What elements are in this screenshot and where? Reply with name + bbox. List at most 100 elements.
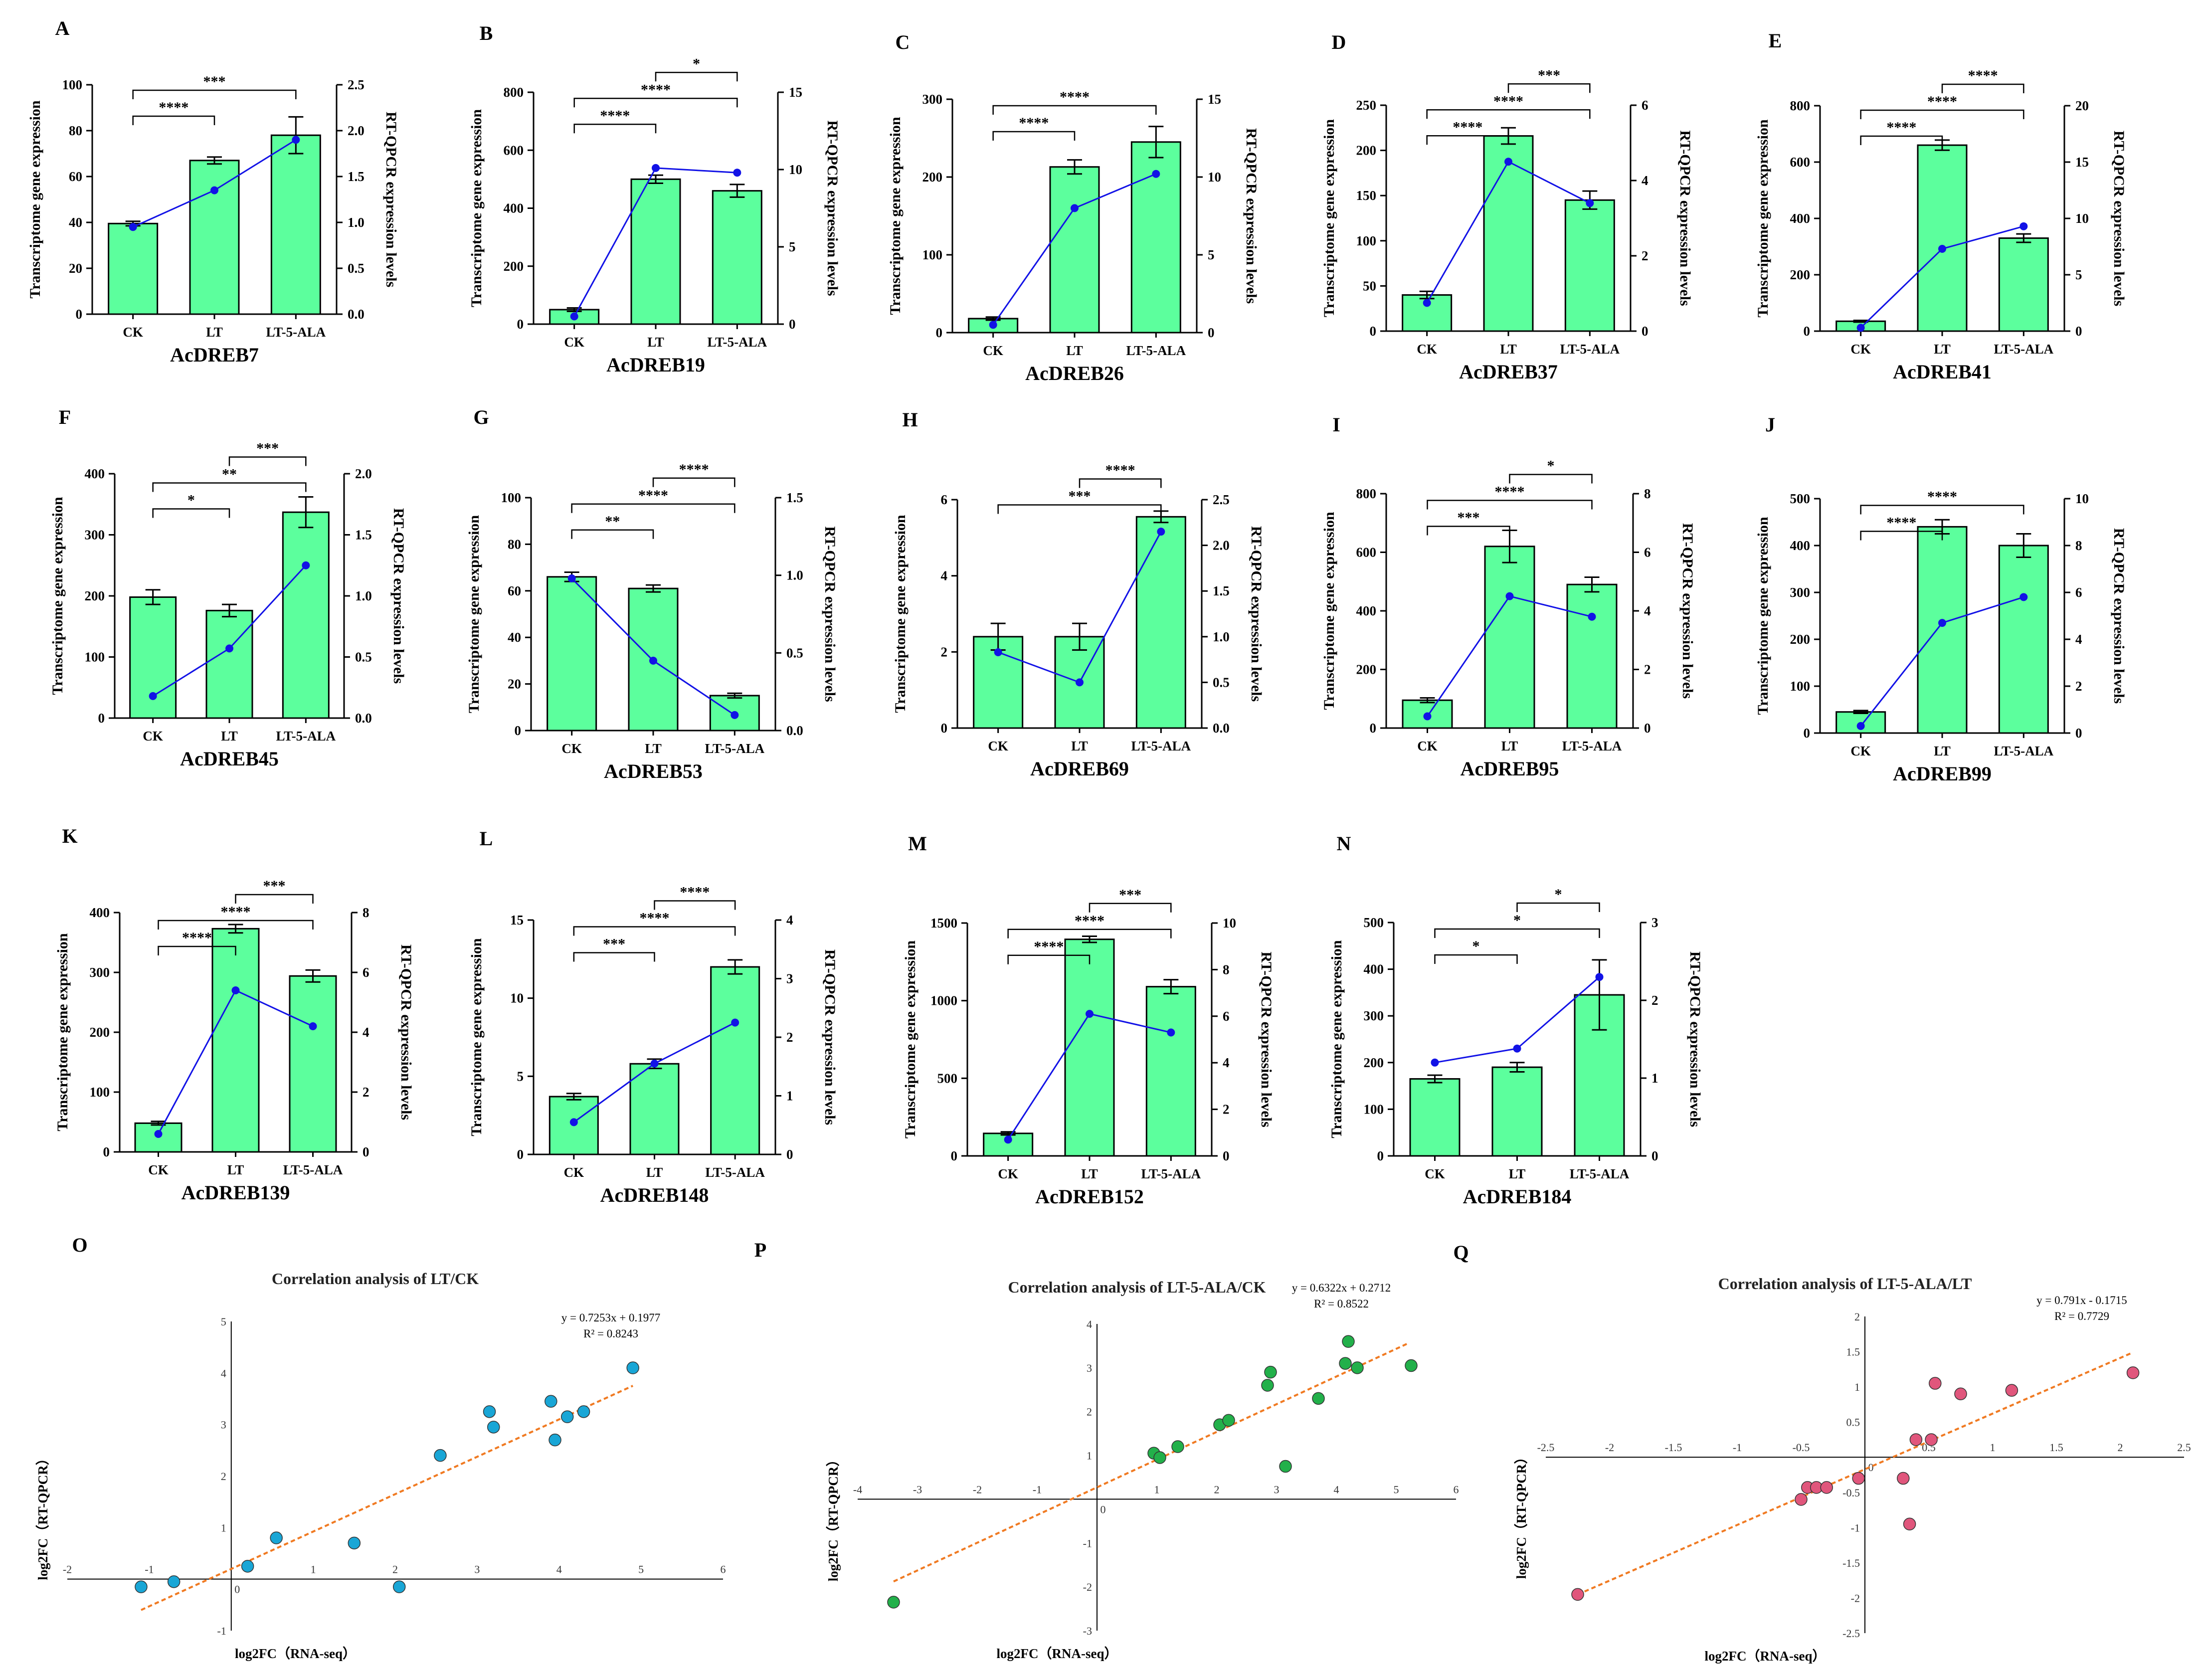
right-tick-label: 2.5 xyxy=(1213,492,1230,507)
significance-label: *** xyxy=(1069,488,1091,505)
bar xyxy=(282,511,330,719)
data-point xyxy=(1903,1517,1916,1531)
category-label: LT-5-ALA xyxy=(708,335,767,350)
r-squared: R² = 0.8522 xyxy=(1314,1298,1369,1310)
significance-bracket xyxy=(1426,135,1509,145)
left-tick-label: 5 xyxy=(517,1069,524,1084)
significance-bracket xyxy=(652,477,735,487)
x-tick-label: 0 xyxy=(1868,1461,1874,1474)
bar-chart-d: D 0 50 100 150 200 250 0 2 4 6 CK LT LT-5-ALAAcDREB37… xyxy=(1321,31,1693,383)
right-axis-title: RT-QPCR expression levels xyxy=(1243,128,1260,304)
qpcr-point xyxy=(1076,678,1084,687)
left-tick-label: 1000 xyxy=(930,993,957,1008)
bar xyxy=(1566,583,1618,729)
left-tick-label: 50 xyxy=(1363,278,1376,293)
right-tick-label: 0 xyxy=(789,317,796,332)
qpcr-point xyxy=(989,321,997,329)
left-axis-title: Transcriptome gene expression xyxy=(466,515,482,713)
scatter-title: Correlation analysis of LT-5-ALA/CK xyxy=(1008,1278,1266,1296)
left-tick-label: 0 xyxy=(98,711,105,726)
left-tick-label: 0 xyxy=(1804,726,1811,741)
panel-letter: M xyxy=(908,832,927,855)
left-tick-label: 0 xyxy=(76,307,83,322)
r-squared: R² = 0.8243 xyxy=(583,1327,638,1340)
data-point xyxy=(577,1405,590,1418)
qpcr-point xyxy=(1167,1028,1175,1037)
category-label: LT xyxy=(1071,739,1088,753)
left-tick-label: 0 xyxy=(951,1148,958,1163)
bar xyxy=(1484,546,1535,729)
qpcr-point xyxy=(154,1130,163,1138)
left-tick-label: 200 xyxy=(85,588,105,603)
category-label: CK xyxy=(1417,739,1438,753)
data-point xyxy=(1339,1357,1352,1370)
qpcr-point xyxy=(1856,324,1865,332)
significance-bracket xyxy=(1089,903,1172,913)
data-point xyxy=(1342,1335,1355,1348)
qpcr-point xyxy=(129,223,137,231)
category-label: CK xyxy=(148,1162,169,1177)
x-tick-label: -4 xyxy=(853,1483,862,1495)
significance-bracket xyxy=(1007,929,1172,938)
right-tick-label: 8 xyxy=(1223,962,1230,977)
category-label: LT-5-ALA xyxy=(1994,342,2054,357)
significance-bracket xyxy=(1941,83,2024,93)
significance-label: *** xyxy=(1119,887,1141,903)
significance-bracket xyxy=(997,504,1162,514)
category-label: CK xyxy=(564,1165,584,1180)
bar xyxy=(710,966,760,1155)
data-point xyxy=(1171,1440,1184,1453)
bar xyxy=(547,576,597,732)
significance-label: * xyxy=(1513,912,1521,929)
left-axis-title: Transcriptome gene expression xyxy=(892,515,909,713)
scatter-title: Correlation analysis of LT/CK xyxy=(272,1270,479,1288)
bar xyxy=(1064,938,1115,1157)
category-label: LT xyxy=(1509,1166,1526,1181)
y-tick-label: -1 xyxy=(1083,1537,1092,1549)
qpcr-point xyxy=(1071,204,1079,212)
right-tick-label: 0 xyxy=(1208,325,1215,340)
scatter-chart-o: O Correlation analysis of LT/CK y = 0.7253… xyxy=(35,1234,726,1661)
right-axis-title: RT-QPCR expression levels xyxy=(390,508,407,684)
left-tick-label: 400 xyxy=(1790,538,1811,553)
x-axis-title: log2FC（RNA-seq） xyxy=(1705,1649,1826,1664)
left-tick-label: 2 xyxy=(941,644,948,659)
right-tick-label: 2.0 xyxy=(348,123,365,138)
right-tick-label: 2.5 xyxy=(348,77,365,92)
right-tick-label: 2 xyxy=(1644,662,1651,677)
gene-name: AcDREB148 xyxy=(600,1184,709,1206)
panel-letter: C xyxy=(896,31,910,53)
gene-name: AcDREB95 xyxy=(1461,757,1559,780)
panel-letter: G xyxy=(473,406,489,428)
trend-line xyxy=(141,1385,634,1611)
category-label: LT-5-ALA xyxy=(1994,744,2054,758)
significance-label: * xyxy=(1555,886,1562,903)
qpcr-point xyxy=(1423,712,1432,721)
data-point xyxy=(348,1536,361,1550)
y-tick-label: 3 xyxy=(221,1419,226,1431)
category-label: CK xyxy=(561,741,582,756)
significance-label: **** xyxy=(221,904,251,920)
right-tick-label: 1.0 xyxy=(1213,629,1230,644)
data-point xyxy=(545,1395,557,1408)
right-tick-label: 0 xyxy=(1651,1148,1658,1163)
significance-label: **** xyxy=(1968,67,1998,84)
x-tick-label: 1 xyxy=(1990,1441,1996,1454)
left-axis-title: Transcriptome gene expression xyxy=(27,100,43,298)
r-squared: R² = 0.7729 xyxy=(2054,1310,2109,1322)
significance-label: *** xyxy=(1458,510,1480,526)
right-tick-label: 0.5 xyxy=(355,650,372,665)
significance-label: **** xyxy=(1060,89,1090,105)
left-tick-label: 400 xyxy=(85,466,105,481)
significance-bracket xyxy=(655,72,738,82)
left-tick-label: 100 xyxy=(90,1085,110,1100)
bar xyxy=(1135,516,1186,729)
gene-name: AcDREB152 xyxy=(1035,1185,1144,1208)
right-axis-title: RT-QPCR expression levels xyxy=(383,112,399,287)
left-tick-label: 100 xyxy=(62,77,83,92)
qpcr-point xyxy=(731,711,739,719)
data-point xyxy=(1820,1481,1833,1494)
significance-bracket xyxy=(1427,500,1593,510)
y-tick-label: -1 xyxy=(1851,1521,1860,1534)
